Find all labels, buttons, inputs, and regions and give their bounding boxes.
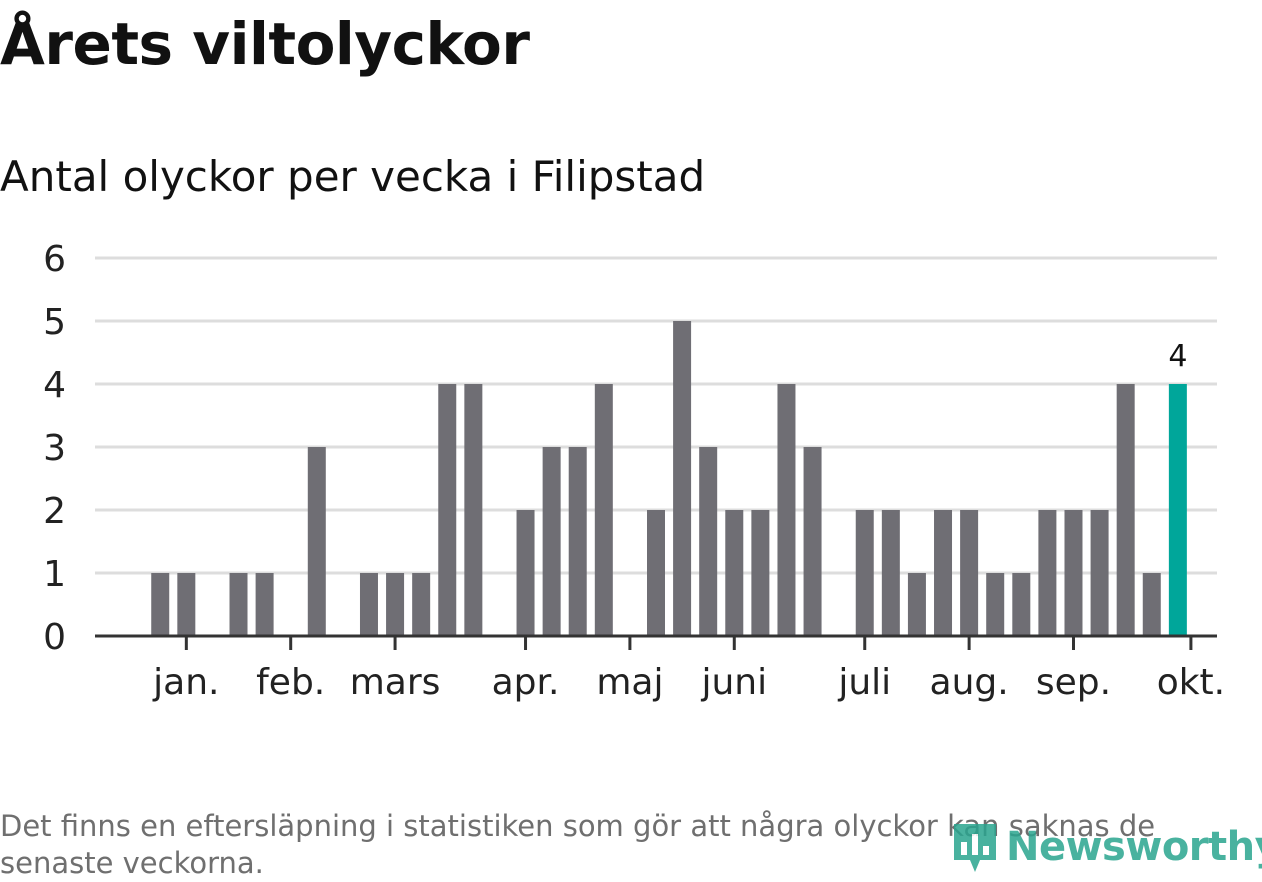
- y-tick-label: 1: [43, 554, 66, 595]
- bar-chart-pin-icon: [954, 824, 996, 872]
- x-tick-label: jan.: [152, 662, 219, 703]
- bar: [1012, 573, 1031, 636]
- data-label: 4: [1168, 339, 1187, 374]
- x-tick-label: feb.: [256, 662, 325, 703]
- x-tick-label: juli: [837, 662, 891, 703]
- bar: [359, 573, 378, 636]
- bar-chart: 0 1 2 3 4 5 6 4 jan. feb. mars apr. maj juni juli aug. s…: [43, 239, 1225, 703]
- bar-highlight: [1168, 384, 1187, 636]
- bar: [386, 573, 405, 636]
- bar: [647, 510, 665, 636]
- bar: [307, 447, 326, 636]
- x-tick-label: aug.: [930, 662, 1009, 703]
- y-tick-label: 2: [43, 491, 66, 532]
- x-tick-label: apr.: [492, 662, 560, 703]
- y-tick-label: 5: [43, 302, 66, 343]
- bar: [855, 510, 874, 636]
- bar: [934, 510, 953, 636]
- bar: [177, 573, 196, 636]
- bar: [907, 573, 926, 636]
- bar: [1038, 510, 1057, 636]
- bar: [803, 447, 822, 636]
- x-tick-label: juni: [700, 662, 767, 703]
- bar: [464, 384, 483, 636]
- x-tick-label: mars: [350, 662, 441, 703]
- x-tick-label: okt.: [1157, 662, 1225, 703]
- bar: [1116, 384, 1135, 636]
- chart-title: Årets viltolyckor: [0, 10, 530, 78]
- bar: [255, 573, 274, 636]
- bar: [960, 510, 979, 636]
- x-tick-label: sep.: [1036, 662, 1111, 703]
- bar: [1064, 510, 1083, 636]
- newsworthy-logo: Newsworthy: [950, 816, 1262, 878]
- bar: [673, 321, 692, 636]
- bar: [1142, 573, 1161, 636]
- bar: [725, 510, 744, 636]
- bar: [568, 447, 587, 636]
- bar: [881, 510, 900, 636]
- y-tick-label: 4: [43, 365, 66, 406]
- bar: [151, 573, 170, 636]
- bar: [516, 510, 535, 636]
- y-tick-label: 3: [43, 428, 66, 469]
- bar: [699, 447, 718, 636]
- y-tick-label: 0: [43, 617, 66, 658]
- bar: [412, 573, 431, 636]
- bar: [751, 510, 770, 636]
- bar: [777, 384, 796, 636]
- bar: [438, 384, 457, 636]
- chart-subtitle: Antal olyckor per vecka i Filipstad: [0, 152, 706, 201]
- x-tick-label: maj: [596, 662, 663, 703]
- bar: [542, 447, 561, 636]
- bar: [1090, 510, 1109, 636]
- bar: [229, 573, 248, 636]
- y-tick-label: 6: [43, 239, 66, 280]
- bar: [986, 573, 1005, 636]
- brand-name: Newsworthy: [1006, 824, 1262, 870]
- bar: [594, 384, 613, 636]
